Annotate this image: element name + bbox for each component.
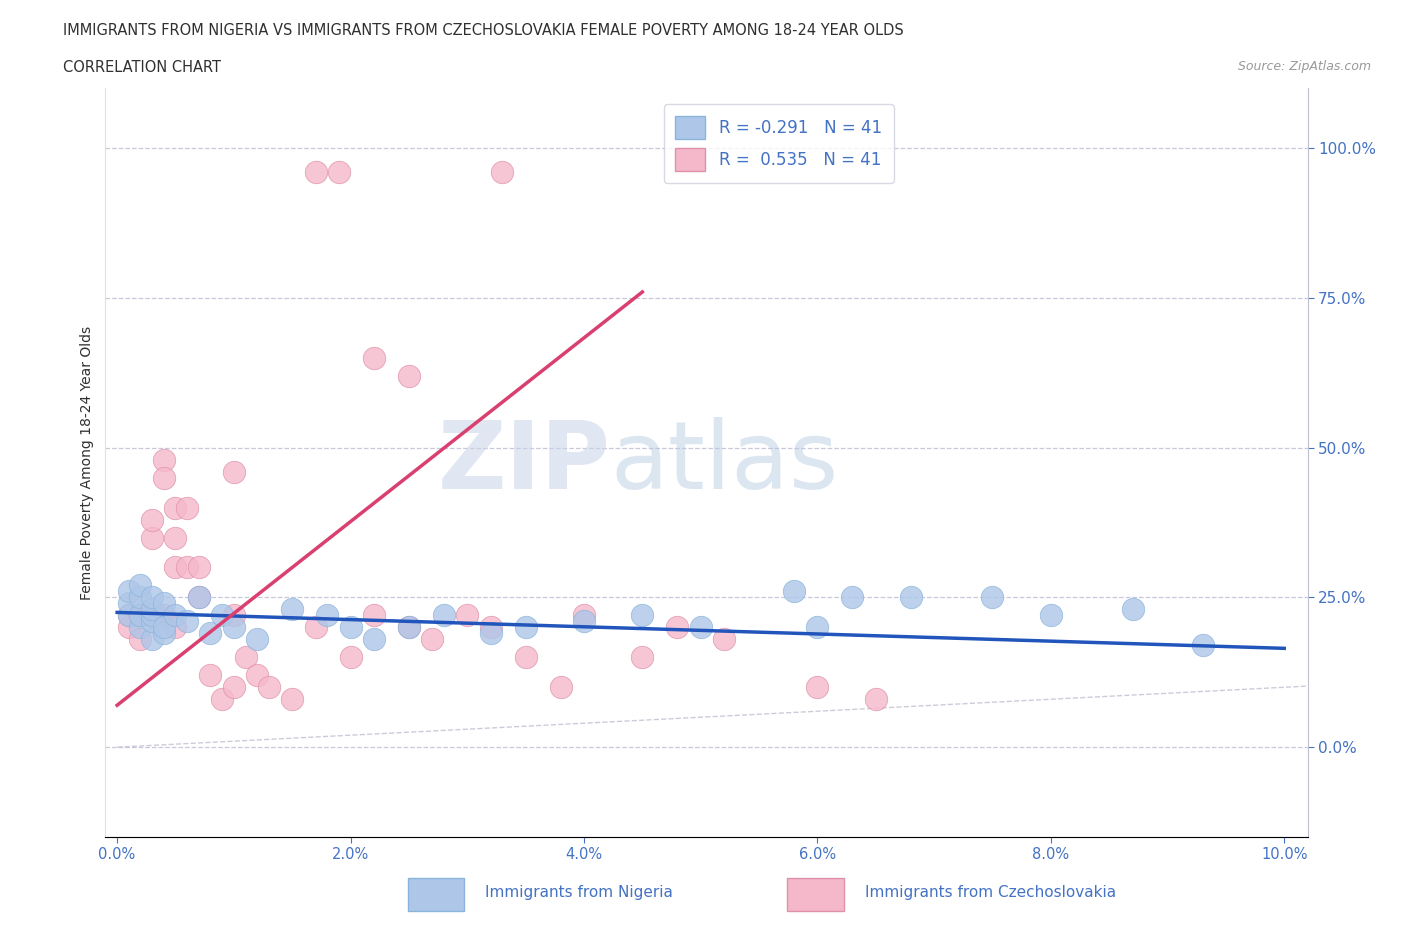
Point [141, 608, 163, 623]
Point [304, 620, 326, 635]
Point [118, 584, 141, 599]
Point [129, 590, 152, 604]
Point [176, 560, 198, 575]
Point [491, 165, 513, 179]
Point [222, 620, 245, 635]
Point [246, 668, 269, 683]
Point [141, 608, 163, 623]
Point [165, 620, 187, 635]
Point [1121, 602, 1143, 617]
Point [153, 471, 176, 485]
Point [153, 596, 176, 611]
Text: Source: ZipAtlas.com: Source: ZipAtlas.com [1237, 60, 1371, 73]
Point [281, 602, 304, 617]
Point [118, 608, 141, 623]
Point [165, 500, 187, 515]
Point [433, 608, 456, 623]
Point [806, 680, 828, 695]
Point [363, 631, 385, 646]
Point [222, 680, 245, 695]
Point [222, 464, 245, 479]
Legend: R = -0.291   N = 41, R =  0.535   N = 41: R = -0.291 N = 41, R = 0.535 N = 41 [664, 104, 894, 183]
Point [328, 165, 350, 179]
Point [211, 692, 233, 707]
Point [339, 620, 361, 635]
Point [129, 620, 152, 635]
Point [246, 631, 269, 646]
Point [479, 626, 502, 641]
Point [713, 631, 735, 646]
Point [316, 608, 339, 623]
Point [339, 650, 361, 665]
Point [479, 620, 502, 635]
Point [398, 620, 420, 635]
Point [257, 680, 280, 695]
Point [153, 620, 176, 635]
Point [363, 351, 385, 365]
Point [363, 608, 385, 623]
Point [456, 608, 478, 623]
Point [176, 614, 198, 629]
Point [900, 590, 922, 604]
Point [235, 650, 257, 665]
Point [572, 608, 595, 623]
Point [187, 560, 209, 575]
Point [666, 620, 689, 635]
Point [211, 608, 233, 623]
Point [141, 614, 163, 629]
Point [141, 631, 163, 646]
Text: atlas: atlas [610, 417, 838, 509]
Point [783, 584, 806, 599]
Point [187, 590, 209, 604]
Point [806, 620, 828, 635]
Point [165, 560, 187, 575]
Point [398, 368, 420, 383]
FancyBboxPatch shape [408, 878, 464, 911]
Point [165, 530, 187, 545]
Point [118, 608, 141, 623]
Point [420, 631, 443, 646]
Point [550, 680, 572, 695]
Point [572, 614, 595, 629]
Point [129, 608, 152, 623]
Text: Immigrants from Czechoslovakia: Immigrants from Czechoslovakia [865, 885, 1116, 900]
Point [153, 626, 176, 641]
Point [222, 608, 245, 623]
Y-axis label: Female Poverty Among 18-24 Year Olds: Female Poverty Among 18-24 Year Olds [80, 326, 94, 600]
Text: CORRELATION CHART: CORRELATION CHART [63, 60, 221, 75]
Point [129, 578, 152, 593]
Text: IMMIGRANTS FROM NIGERIA VS IMMIGRANTS FROM CZECHOSLOVAKIA FEMALE POVERTY AMONG 1: IMMIGRANTS FROM NIGERIA VS IMMIGRANTS FR… [63, 23, 904, 38]
Point [304, 165, 326, 179]
Point [631, 608, 654, 623]
Point [200, 668, 222, 683]
FancyBboxPatch shape [787, 878, 844, 911]
Point [129, 631, 152, 646]
Point [141, 512, 163, 527]
Point [689, 620, 711, 635]
Text: ZIP: ZIP [437, 417, 610, 509]
Point [153, 452, 176, 467]
Point [176, 500, 198, 515]
Text: Immigrants from Nigeria: Immigrants from Nigeria [485, 885, 673, 900]
Point [200, 626, 222, 641]
Point [515, 620, 537, 635]
Point [1039, 608, 1062, 623]
Point [118, 620, 141, 635]
Point [165, 608, 187, 623]
Point [631, 650, 654, 665]
Point [118, 596, 141, 611]
Point [153, 608, 176, 623]
Point [141, 590, 163, 604]
Point [398, 620, 420, 635]
Point [515, 650, 537, 665]
Point [281, 692, 304, 707]
Point [187, 590, 209, 604]
Point [841, 590, 863, 604]
Point [129, 608, 152, 623]
Point [141, 602, 163, 617]
Point [1191, 638, 1213, 653]
Point [141, 530, 163, 545]
Point [865, 692, 887, 707]
Point [981, 590, 1004, 604]
